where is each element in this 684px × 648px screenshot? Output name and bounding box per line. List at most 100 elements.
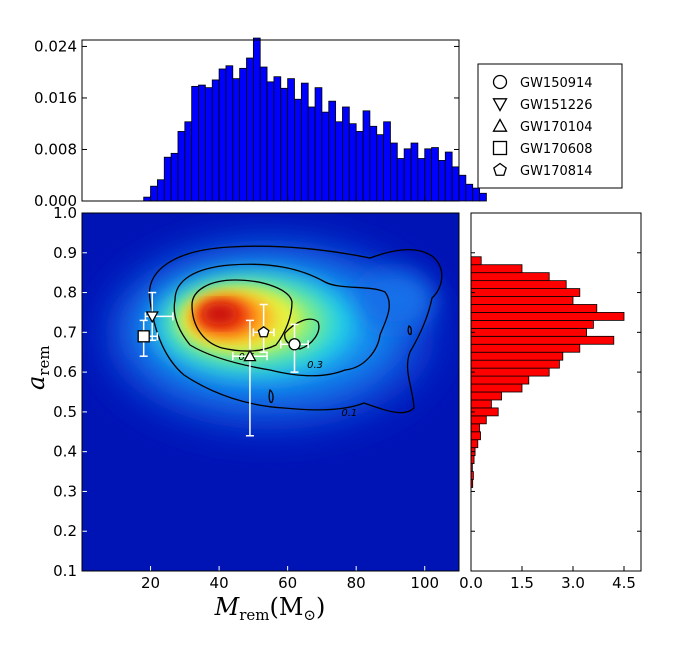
top-histogram-bar (390, 142, 398, 202)
top-histogram-bar (328, 100, 337, 202)
event-gw150914 (280, 323, 309, 373)
x-tick-label: 20 (141, 574, 160, 592)
top-histogram-bar (143, 196, 151, 202)
top-histogram-bar (156, 179, 165, 202)
right-histogram-bar (470, 439, 479, 449)
top-histogram-bar (294, 98, 302, 202)
event-marker-triangle-down (145, 311, 159, 324)
legend-label: GW170814 (520, 164, 593, 179)
top-histogram-bar (225, 65, 234, 202)
top-histogram-bar (362, 110, 371, 202)
right-histogram-bar (470, 304, 598, 313)
top-histogram-bar (184, 121, 193, 202)
legend-marker-triangle-up (492, 118, 508, 132)
top-histogram-bar (431, 147, 439, 202)
x-axis-label: Mrem(M⊙) (214, 593, 326, 624)
top-histogram-bar (458, 174, 467, 202)
top-histogram-bar (348, 123, 357, 202)
x-tick-label: 40 (210, 574, 229, 592)
top-histogram-bar (204, 87, 213, 202)
y-tick-label: 0.4 (53, 443, 77, 461)
legend-label: GW170104 (520, 120, 593, 135)
legend-marker-triangle-down (492, 98, 508, 112)
right-histogram-bar (470, 359, 560, 369)
top-histogram-bar (232, 78, 241, 202)
legend-label: GW170608 (520, 142, 593, 157)
right-histogram-bar (470, 335, 615, 345)
top-histogram-bars (143, 37, 487, 202)
right-histogram-bar (470, 264, 523, 274)
top-histogram-y-ticks: 0.000 0.008 0.016 0.024 (34, 37, 459, 210)
top-histogram-bar (287, 78, 295, 202)
legend-entry: GW150914 (492, 74, 593, 91)
top-histogram-bar (218, 68, 227, 202)
legend-label: GW151226 (520, 98, 593, 113)
top-histogram-bar (191, 85, 199, 202)
y-tick-label: 0.6 (53, 363, 77, 381)
top-histogram-bar (198, 84, 206, 202)
top-histogram-bar (403, 148, 412, 202)
right-histogram-bar (470, 415, 487, 425)
right-x-tick-label: 0.0 (459, 574, 483, 592)
top-histogram-bar (163, 156, 172, 202)
top-histogram-bar (438, 160, 446, 202)
event-gw170608 (137, 319, 159, 357)
event-marker-triangle-up (243, 349, 257, 362)
x-tick-label: 60 (278, 574, 297, 592)
event-gw170814 (252, 303, 275, 353)
right-x-tick-label: 4.5 (612, 574, 636, 592)
legend-marker-square (492, 140, 508, 156)
x-tick-label: 80 (347, 574, 366, 592)
top-histogram-bar (266, 81, 275, 202)
right-histogram-bar (470, 296, 574, 305)
top-histogram-bar (300, 82, 309, 202)
top-y-tick-label: 0.016 (34, 89, 77, 107)
x-tick-label: 100 (410, 574, 439, 592)
top-histogram-bar (369, 125, 378, 202)
top-histogram-bar (472, 187, 480, 202)
y-tick-label: 0.1 (53, 562, 77, 580)
top-histogram-bar (211, 79, 220, 202)
top-histogram-bar (444, 151, 453, 202)
top-histogram-bar (259, 66, 268, 202)
right-histogram-bar (470, 343, 581, 353)
event-marker-pentagon (257, 326, 270, 338)
contour-island-1 (268, 388, 274, 404)
top-histogram-bar (451, 166, 460, 202)
y-tick-label: 0.3 (53, 482, 77, 500)
density-contours (148, 245, 443, 414)
top-y-tick-label: 0.024 (34, 37, 77, 55)
y-tick-label: 0.2 (53, 522, 77, 540)
top-histogram-bar (465, 183, 474, 202)
right-histogram-bar (470, 399, 492, 409)
right-histogram-bar (470, 312, 625, 321)
top-histogram-bar (410, 142, 419, 202)
y-axis-label: arem (22, 345, 53, 390)
contour-0-5 (191, 279, 293, 352)
right-histogram: 0.0 1.5 3.0 4.5 (459, 212, 642, 592)
right-histogram-bar (470, 272, 550, 282)
y-tick-label: 0.8 (53, 284, 77, 302)
top-histogram: 0.000 0.008 0.016 0.024 (34, 37, 487, 210)
contour-0-1 (148, 245, 443, 414)
top-histogram-bar (280, 87, 289, 202)
top-histogram-bar (314, 87, 323, 202)
right-histogram-bar (470, 327, 587, 337)
right-histogram-bar (470, 319, 594, 329)
top-histogram-bar (177, 131, 186, 202)
y-tick-label: 1.0 (53, 204, 77, 222)
density-panel: 0.1 0.3 0.5 20 40 60 80 100 0.1 0.2 0.3 0.4 0.5 0.6… (22, 204, 460, 624)
top-histogram-bar (252, 37, 261, 202)
top-y-tick-label: 0.000 (34, 192, 77, 210)
legend-label: GW150914 (520, 76, 593, 91)
right-histogram-bar (470, 391, 503, 401)
right-histogram-bar (470, 423, 480, 433)
top-histogram-bar (342, 106, 350, 202)
right-histogram-bar (470, 280, 567, 289)
right-histogram-frame (470, 212, 642, 572)
event-markers (137, 291, 309, 437)
top-histogram-bar (170, 152, 179, 202)
right-histogram-bars (470, 256, 625, 488)
top-histogram-bar (376, 134, 384, 202)
